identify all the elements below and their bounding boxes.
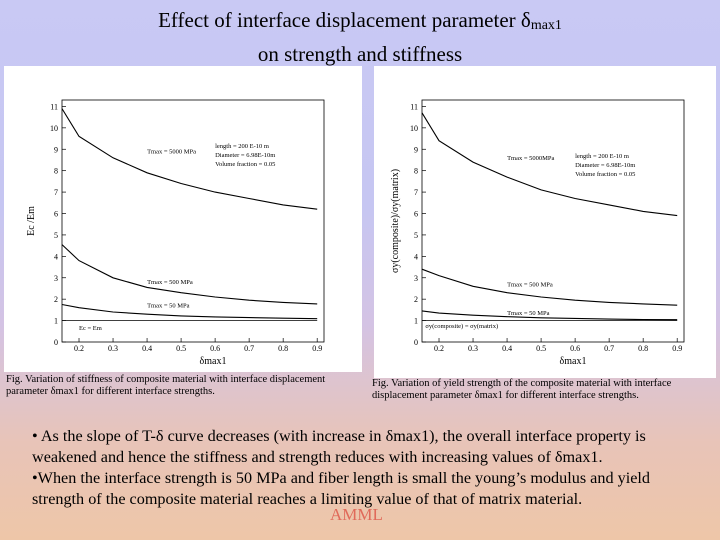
bullet-slope: • As the slope of T-δ curve decreases (w… bbox=[32, 427, 646, 466]
y-tick-label: 10 bbox=[50, 124, 58, 133]
label-length: length = 200 E-10 m bbox=[575, 153, 629, 160]
x-tick-label: 0.6 bbox=[210, 344, 220, 353]
y-tick-label: 6 bbox=[414, 210, 418, 219]
label-diameter: Diameter = 6.98E-10m bbox=[215, 152, 275, 159]
y-tick-label: 8 bbox=[414, 167, 418, 176]
x-tick-label: 0.4 bbox=[142, 344, 152, 353]
label-diameter: Diameter = 6.98E-10m bbox=[575, 162, 635, 169]
title-line1: Effect of interface displacement paramet… bbox=[158, 8, 531, 32]
x-tick-label: 0.9 bbox=[312, 344, 322, 353]
x-tick-label: 0.8 bbox=[278, 344, 288, 353]
y-tick-label: 11 bbox=[410, 102, 418, 111]
y-tick-label: 0 bbox=[414, 338, 418, 347]
y-tick-label: 7 bbox=[54, 188, 58, 197]
y-tick-label: 6 bbox=[54, 210, 58, 219]
title-line2: on strength and stiffness bbox=[257, 42, 463, 66]
y-tick-label: 0 bbox=[54, 338, 58, 347]
title-subscript: max1 bbox=[530, 18, 562, 33]
y-tick-label: 9 bbox=[54, 145, 58, 154]
series-line-1 bbox=[61, 108, 318, 210]
y-tick-label: 9 bbox=[414, 145, 418, 154]
x-axis-label: δmax1 bbox=[200, 356, 227, 367]
x-tick-label: 0.9 bbox=[672, 344, 682, 353]
x-axis-label: δmax1 bbox=[560, 356, 587, 367]
caption-strength: Fig. Variation of yield strength of the … bbox=[372, 378, 672, 401]
label-5000mpa: Tmax = 5000 MPa bbox=[147, 149, 196, 156]
x-tick-label: 0.3 bbox=[108, 344, 118, 353]
y-tick-label: 5 bbox=[414, 231, 418, 240]
x-tick-label: 0.7 bbox=[244, 344, 254, 353]
strength-chart-panel: 0.2 0.3 0.4 0.5 0.6 0.7 0.8 0.9 0 1 2 3 4 5 6 7 8 9 10 11 Tm… bbox=[374, 66, 716, 378]
y-tick-label: 11 bbox=[50, 102, 58, 111]
y-tick-label: 4 bbox=[414, 252, 418, 261]
caption-stiffness: Fig. Variation of stiffness of composite… bbox=[6, 374, 326, 397]
bullet-interface-strength: •When the interface strength is 50 MPa a… bbox=[32, 469, 650, 508]
x-tick-label: 0.5 bbox=[536, 344, 546, 353]
series-line-2 bbox=[61, 244, 318, 305]
label-volume-fraction: Volume fraction = 0.05 bbox=[215, 161, 275, 168]
x-tick-label: 0.2 bbox=[434, 344, 444, 353]
label-500mpa: Tmax = 500 MPa bbox=[147, 279, 193, 286]
label-500mpa: Tmax = 500 MPa bbox=[507, 281, 553, 288]
y-tick-label: 5 bbox=[54, 231, 58, 240]
label-equal-line: σy(composite) = σy(matrix) bbox=[425, 323, 498, 330]
x-tick-label: 0.7 bbox=[604, 344, 614, 353]
x-tick-label: 0.6 bbox=[570, 344, 580, 353]
series-line-1 bbox=[421, 112, 678, 217]
y-tick-label: 10 bbox=[410, 124, 418, 133]
y-tick-label: 7 bbox=[414, 188, 418, 197]
y-tick-label: 3 bbox=[414, 274, 418, 283]
x-tick-label: 0.8 bbox=[638, 344, 648, 353]
stiffness-chart: 0.2 0.3 0.4 0.5 0.6 0.7 0.8 0.9 0 1 2 3 4 5 6 7 8 9 10 11 Tm… bbox=[26, 99, 325, 367]
slide-title: Effect of interface displacement paramet… bbox=[60, 6, 660, 68]
label-equal-line: Ec = Em bbox=[79, 325, 102, 332]
label-50mpa: Tmax = 50 MPa bbox=[507, 310, 550, 317]
y-tick-label: 2 bbox=[414, 295, 418, 304]
plot-frame bbox=[61, 99, 325, 343]
label-length: length = 200 E-10 m bbox=[215, 143, 269, 150]
series-line-2 bbox=[421, 268, 678, 306]
plot-frame bbox=[421, 99, 685, 343]
strength-chart: 0.2 0.3 0.4 0.5 0.6 0.7 0.8 0.9 0 1 2 3 4 5 6 7 8 9 10 11 Tm… bbox=[390, 99, 685, 367]
x-tick-label: 0.5 bbox=[176, 344, 186, 353]
amml-watermark: AMML bbox=[330, 505, 383, 524]
label-volume-fraction: Volume fraction = 0.05 bbox=[575, 171, 635, 178]
y-axis-label: σy(composite)/σy(matrix) bbox=[390, 169, 401, 273]
label-50mpa: Tmax = 50 MPa bbox=[147, 303, 190, 310]
y-tick-label: 3 bbox=[54, 274, 58, 283]
y-tick-label: 4 bbox=[54, 252, 58, 261]
y-tick-label: 8 bbox=[54, 167, 58, 176]
x-tick-label: 0.2 bbox=[74, 344, 84, 353]
series-line-3 bbox=[61, 303, 318, 320]
y-tick-label: 1 bbox=[54, 317, 58, 326]
slide-body: • As the slope of T-δ curve decreases (w… bbox=[32, 426, 700, 510]
stiffness-chart-panel: 0.2 0.3 0.4 0.5 0.6 0.7 0.8 0.9 0 1 2 3 4 5 6 7 8 9 10 11 Tm… bbox=[4, 66, 362, 372]
x-tick-label: 0.3 bbox=[468, 344, 478, 353]
x-tick-label: 0.4 bbox=[502, 344, 512, 353]
y-tick-label: 1 bbox=[414, 317, 418, 326]
y-axis-label: Ec /Em bbox=[26, 206, 37, 236]
series-line-3 bbox=[421, 310, 678, 321]
label-5000mpa: Tmax = 5000MPa bbox=[507, 155, 554, 162]
y-tick-label: 2 bbox=[54, 295, 58, 304]
